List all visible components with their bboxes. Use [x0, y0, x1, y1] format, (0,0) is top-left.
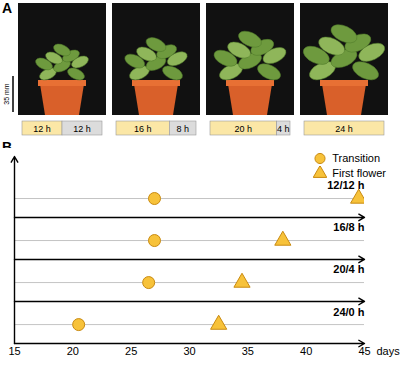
svg-text:days: days [377, 345, 400, 357]
svg-text:35: 35 [242, 345, 254, 357]
html-text:B: B [2, 139, 13, 155]
html-text:Transition: Transition [332, 151, 381, 164]
svg-text:45: 45 [358, 345, 370, 357]
svg-text:A: A [2, 0, 12, 16]
svg-text:25: 25 [125, 345, 137, 357]
svg-text:8 h: 8 h [176, 124, 189, 134]
svg-text:15: 15 [8, 345, 20, 357]
svg-text:24 h: 24 h [335, 124, 353, 134]
svg-text:12/12 h: 12/12 h [327, 179, 365, 192]
svg-text:16/8 h: 16/8 h [333, 221, 364, 233]
svg-text:40: 40 [300, 345, 312, 357]
svg-text:20 h: 20 h [235, 124, 253, 134]
svg-text:4 h: 4 h [277, 124, 290, 134]
svg-text:20/4 h: 20/4 h [333, 263, 364, 275]
svg-text:35 mm: 35 mm [3, 83, 10, 105]
svg-text:12 h: 12 h [73, 124, 91, 134]
svg-text:24/0 h: 24/0 h [333, 306, 364, 318]
svg-text:20: 20 [67, 345, 79, 357]
html-text:First flower: First flower [332, 166, 386, 179]
svg-text:12 h: 12 h [33, 124, 51, 134]
svg-text:16 h: 16 h [134, 124, 152, 134]
svg-text:30: 30 [183, 345, 195, 357]
